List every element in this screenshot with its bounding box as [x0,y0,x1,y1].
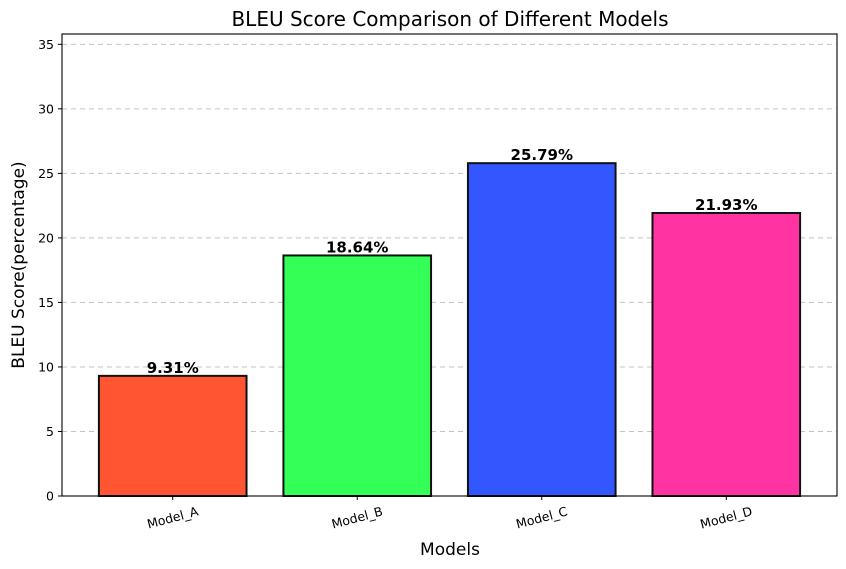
y-tick-label: 30 [38,101,54,116]
y-axis-label: BLEU Score(percentage) [9,161,29,368]
x-axis-ticks: Model_A Model_B Model_C Model_D [145,496,754,532]
y-tick-label: 35 [38,37,54,52]
y-axis-ticks: 0 5 10 15 20 25 30 35 [38,37,62,504]
y-tick-label: 10 [38,359,54,374]
bar-model-d [651,211,802,497]
x-tick-label: Model_A [145,503,200,531]
chart-title: BLEU Score Comparison of Different Model… [231,7,668,31]
y-tick-label: 15 [38,295,54,310]
bar-model-c [466,162,617,498]
y-tick-label: 25 [38,166,54,181]
y-tick-label: 20 [38,230,54,245]
x-tick-label: Model_D [698,503,753,531]
bars [97,162,802,498]
bar-value-label: 18.64% [326,238,388,256]
bar-model-a [97,374,248,497]
bar-value-label: 9.31% [147,359,199,377]
bar-model-b [282,254,433,497]
x-tick-label: Model_B [330,503,384,531]
bar-value-label: 25.79% [511,146,573,164]
bar-value-labels: 9.31% 18.64% 25.79% 21.93% [147,146,758,377]
y-tick-label: 0 [46,489,54,504]
bar-value-label: 21.93% [695,196,757,214]
plot-frame [61,33,838,497]
x-axis-label: Models [420,540,480,560]
y-tick-label: 5 [46,424,54,439]
x-tick-label: Model_C [514,503,569,531]
gridlines [62,43,837,432]
